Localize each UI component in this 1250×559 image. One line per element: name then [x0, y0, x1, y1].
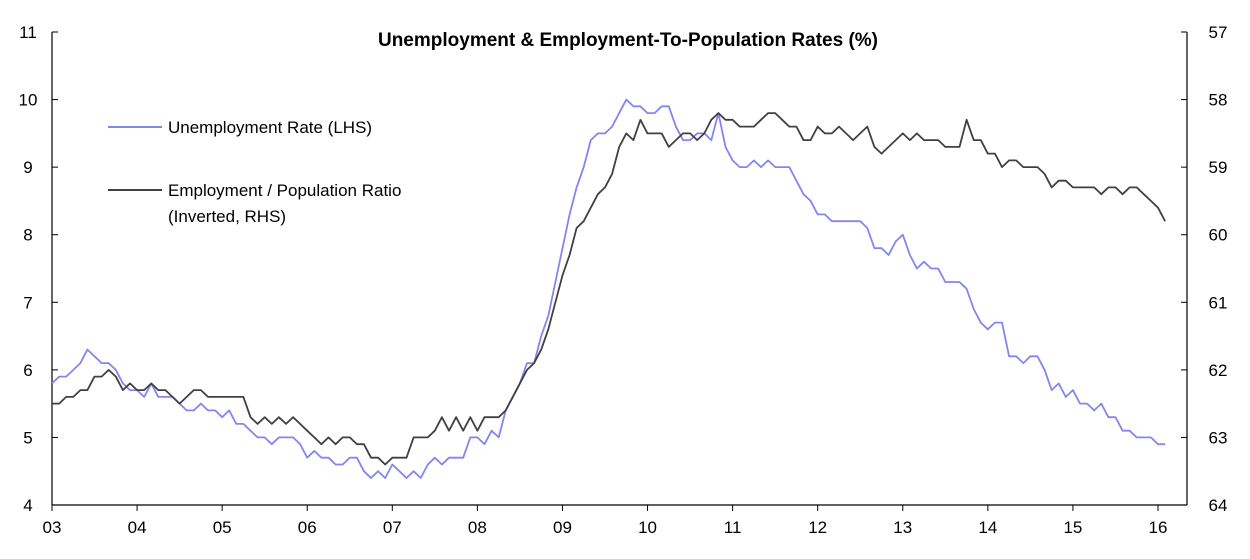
x-tick-label: 16	[1149, 518, 1168, 537]
x-tick-label: 06	[298, 518, 317, 537]
x-tick-label: 04	[128, 518, 147, 537]
chart-title: Unemployment & Employment-To-Population …	[378, 30, 878, 51]
y-right-tick-label: 57	[1209, 23, 1228, 42]
y-left-tick-label: 4	[23, 496, 32, 515]
y-right-tick-label: 60	[1209, 226, 1228, 245]
legend-label-unemployment: Unemployment Rate (LHS)	[168, 118, 372, 137]
y-right-tick-label: 58	[1209, 91, 1228, 110]
unemployment-rate-line	[51, 98, 1166, 479]
x-tick-label: 10	[638, 518, 657, 537]
y-left-tick-label: 7	[23, 293, 32, 312]
axes: 4 5 6 7 8 9 10 11 57 58 59 60 61 62 63 64 03 04 05 06 07 08 09…	[19, 23, 1228, 537]
y-left-tick-label: 11	[19, 23, 37, 42]
legend-label-employment: Employment / Population Ratio	[168, 181, 401, 200]
x-tick-label: 14	[978, 518, 997, 537]
y-right-tick-label: 63	[1209, 428, 1228, 447]
series-lines	[51, 98, 1166, 479]
employment-population-ratio-line	[52, 112, 1166, 466]
x-tick-label: 09	[553, 518, 572, 537]
x-tick-label: 03	[43, 518, 62, 537]
x-tick-label: 08	[468, 518, 487, 537]
y-left-tick-label: 9	[23, 158, 32, 177]
y-left-tick-label: 8	[23, 226, 32, 245]
x-tick-label: 15	[1063, 518, 1082, 537]
y-right-tick-label: 62	[1209, 361, 1228, 380]
x-tick-label: 07	[383, 518, 402, 537]
x-tick-label: 05	[213, 518, 232, 537]
y-right-tick-label: 64	[1209, 496, 1228, 515]
y-right-tick-label: 59	[1209, 158, 1228, 177]
y-left-tick-label: 5	[23, 428, 32, 447]
x-tick-label: 11	[724, 518, 742, 537]
y-left-tick-label: 6	[23, 361, 32, 380]
x-tick-label: 13	[893, 518, 912, 537]
y-left-tick-label: 10	[19, 91, 38, 110]
x-tick-label: 12	[808, 518, 827, 537]
legend-label-employment-line2: (Inverted, RHS)	[168, 207, 286, 226]
legend: Unemployment Rate (LHS) Employment / Pop…	[108, 118, 401, 226]
y-right-tick-label: 61	[1209, 293, 1228, 312]
